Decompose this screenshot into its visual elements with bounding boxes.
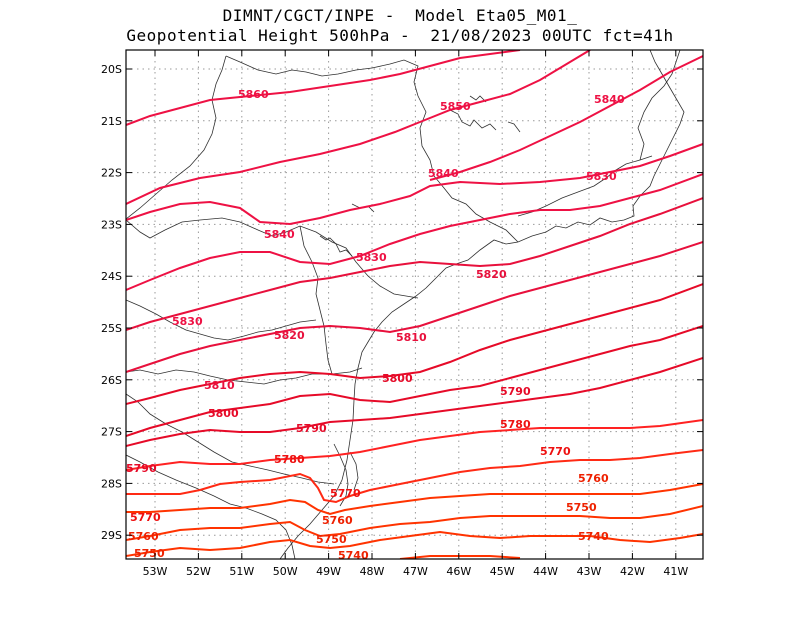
contour-5750 (126, 483, 703, 516)
state-border-sp-pr (126, 217, 419, 299)
contour-label: 5790 (126, 462, 157, 475)
lake-furnas (449, 109, 497, 131)
contour-label: 5850 (440, 100, 471, 113)
contour-5840-north (429, 55, 703, 181)
latitude-label: 28S (101, 477, 122, 490)
contour-label: 5810 (396, 331, 427, 344)
longitude-label: 44W (533, 565, 558, 578)
contour-label: 5810 (204, 379, 235, 392)
longitude-label: 47W (403, 565, 428, 578)
latitude-labels: 20S 21S 22S 23S 24S 25S 26S 27S 28S 29S (101, 63, 122, 542)
latitude-label: 27S (101, 426, 122, 439)
contour-label: 5760 (322, 514, 353, 527)
latitude-label: 26S (101, 374, 122, 387)
lagoa-mirim (349, 451, 359, 491)
latitude-label: 23S (101, 218, 122, 231)
contour-label: 5740 (578, 530, 609, 543)
contour-5810 (126, 241, 703, 373)
contour-label: 5750 (316, 533, 347, 546)
latitude-label: 22S (101, 167, 122, 180)
contour-label: 5840 (264, 228, 295, 241)
contour-5770 (126, 419, 703, 471)
axis-ticks (126, 50, 703, 559)
latitude-label: 21S (101, 115, 122, 128)
contour-5780 (126, 357, 703, 447)
contour-label: 5800 (208, 407, 239, 420)
map-title-line-2: Geopotential Height 500hPa - 21/08/2023 … (126, 26, 674, 45)
contour-label: 5830 (172, 315, 203, 328)
contour-label: 5860 (238, 88, 269, 101)
contour-label: 5790 (296, 422, 327, 435)
contour-label: 5750 (566, 501, 597, 514)
contour-5790 (126, 325, 703, 437)
lake-north-1 (469, 95, 487, 103)
coastline (279, 50, 685, 559)
state-border-sc-rs (126, 393, 335, 485)
longitude-label: 46W (446, 565, 471, 578)
contour-label: 5830 (356, 251, 387, 264)
contour-5800 (126, 283, 703, 405)
state-border-sp-ms (126, 55, 227, 220)
contour-label: 5820 (274, 329, 305, 342)
latitude-label: 29S (101, 529, 122, 542)
contour-5820 (126, 197, 703, 331)
contour-label: 5800 (382, 372, 413, 385)
longitude-label: 53W (143, 565, 168, 578)
contour-5860 (126, 50, 521, 126)
state-border-pr-sc (126, 367, 363, 385)
contour-label: 5740 (338, 549, 369, 562)
contour-label: 5760 (578, 472, 609, 485)
longitude-label: 43W (577, 565, 602, 578)
contour-5735 (399, 555, 521, 559)
contour-label: 5760 (128, 530, 159, 543)
contour-5830 (126, 173, 703, 291)
longitude-label: 41W (663, 565, 688, 578)
geopotential-contours (126, 50, 703, 559)
contour-5840 (126, 143, 703, 226)
longitude-label: 50W (273, 565, 298, 578)
state-border-mg-rj (517, 155, 653, 217)
longitude-labels: 53W 52W 51W 50W 49W 48W 47W 46W 45W 44W 43W 42W 41W (143, 565, 689, 578)
longitude-label: 42W (620, 565, 645, 578)
state-border-south (126, 454, 296, 559)
contour-label: 5750 (134, 547, 165, 560)
longitude-label: 48W (360, 565, 385, 578)
contour-label: 5820 (476, 268, 507, 281)
lake-itaipu (319, 235, 353, 257)
longitude-label: 51W (229, 565, 254, 578)
country-border-paraguay (126, 299, 317, 341)
state-border-pr-west (299, 225, 333, 375)
latitude-label: 25S (101, 322, 122, 335)
contour-5760 (126, 449, 703, 504)
contour-5745 (126, 505, 703, 541)
contour-label: 5770 (130, 511, 161, 524)
contour-label: 5790 (500, 385, 531, 398)
longitude-label: 45W (490, 565, 515, 578)
latitude-label: 24S (101, 270, 122, 283)
map-title-line-1: DIMNT/CGCT/INPE - Model Eta05_M01_ (222, 6, 578, 25)
contour-5740 (126, 530, 703, 557)
state-border-mg-es (637, 50, 681, 161)
map-frame (125, 49, 704, 560)
state-border-sp-mg (225, 55, 519, 243)
lake-north-2 (507, 121, 521, 133)
contour-label: 5840 (428, 167, 459, 180)
longitude-label: 52W (186, 565, 211, 578)
contour-label: 5770 (330, 487, 361, 500)
contour-label: 5830 (586, 170, 617, 183)
contour-label: 5780 (500, 418, 531, 431)
contour-label: 5770 (540, 445, 571, 458)
contour-5850 (126, 50, 591, 205)
longitude-label: 49W (316, 565, 341, 578)
contour-labels: 5860 5850 5840 5840 5840 5830 5830 5830 … (126, 88, 625, 562)
latitude-label: 20S (101, 63, 122, 76)
contour-label: 5840 (594, 93, 625, 106)
contour-label: 5780 (274, 453, 305, 466)
